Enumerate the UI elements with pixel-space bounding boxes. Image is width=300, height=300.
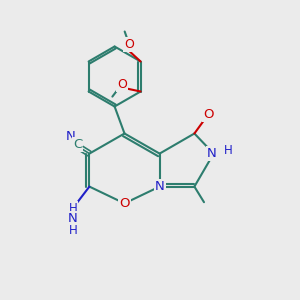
Text: N: N bbox=[155, 180, 164, 193]
Text: H: H bbox=[68, 224, 77, 237]
Text: H: H bbox=[224, 144, 232, 157]
Text: C: C bbox=[73, 138, 82, 151]
Text: N: N bbox=[207, 147, 217, 160]
Text: O: O bbox=[124, 38, 134, 51]
Text: H: H bbox=[68, 202, 77, 215]
Text: O: O bbox=[117, 77, 127, 91]
Text: N: N bbox=[68, 212, 78, 225]
Text: O: O bbox=[119, 197, 130, 210]
Text: N: N bbox=[66, 130, 75, 143]
Text: O: O bbox=[204, 108, 214, 122]
